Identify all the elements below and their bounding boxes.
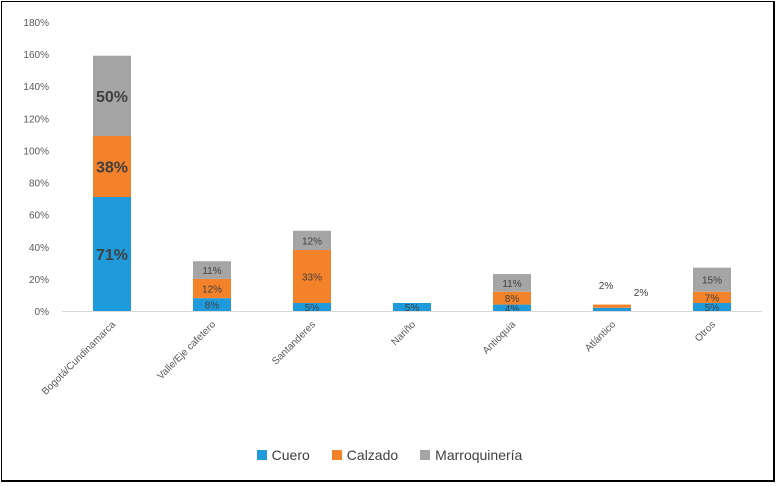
legend-swatch [331, 450, 342, 460]
y-tick-label: 160% [23, 50, 49, 61]
bar-segment [193, 261, 231, 279]
data-label: 12% [202, 285, 222, 296]
data-label: 50% [96, 89, 128, 106]
bar-segment [293, 249, 331, 303]
data-label: 11% [202, 266, 221, 277]
bar-segment [693, 291, 731, 303]
legend-item: Cuero [256, 447, 310, 463]
bar-segment [693, 267, 731, 292]
x-tick-label: Antioquia [481, 319, 519, 357]
data-label: 5% [705, 303, 720, 314]
bar-segment [493, 304, 531, 311]
bar-segment [293, 302, 331, 311]
x-tick-label: Santanderes [270, 319, 318, 367]
bar-segment [593, 304, 631, 308]
data-label: 33% [302, 272, 322, 283]
legend-label: Marroquinería [435, 447, 523, 463]
x-tick-label: Nariño [390, 319, 419, 348]
y-tick-label: 120% [23, 114, 49, 125]
data-label: 2% [634, 288, 649, 299]
data-label: 11% [502, 279, 521, 290]
bars: 71%38%50%8%12%11%5%33%12%5% 4%8%11% 2%5%7%… [93, 55, 731, 315]
y-tick-label: 80% [29, 179, 49, 190]
data-label: 7% [705, 293, 720, 304]
data-label: 2% [599, 281, 614, 292]
bar-segment [493, 291, 531, 305]
y-tick-label: 0% [35, 307, 50, 318]
bar-segment [193, 298, 231, 311]
x-tick-label: Valle/Eje cafetero [155, 319, 218, 382]
legend-item: Marroquinería [420, 447, 522, 463]
x-axis: Bogotá/Cundinamarca Valle/Eje cafetero San… [40, 311, 762, 397]
y-axis: 0% 20% 40% 60% 80% 100% 120% 140% 160% 180% [23, 18, 49, 318]
x-tick-label: Bogotá/Cundinamarca [40, 319, 118, 397]
x-tick-label: Atlántico [583, 319, 618, 354]
legend: Cuero Calzado Marroquinería [0, 447, 779, 463]
data-label: 8% [205, 301, 220, 312]
data-label: 12% [302, 236, 322, 247]
bar-segment [493, 274, 531, 292]
legend-label: Calzado [346, 447, 399, 463]
bar-segment [393, 302, 431, 311]
data-label: 38% [96, 160, 128, 177]
y-tick-label: 180% [23, 18, 49, 29]
legend-item: Calzado [331, 447, 399, 463]
y-tick-label: 40% [29, 243, 49, 254]
y-tick-label: 100% [23, 146, 49, 157]
data-label: 5% [405, 303, 420, 314]
bar-segment [293, 230, 331, 250]
data-label: 15% [702, 276, 722, 287]
bar-segment [693, 302, 731, 311]
y-tick-label: 140% [23, 82, 49, 93]
bar-segment [193, 278, 231, 299]
bar-segment [93, 135, 131, 198]
x-tick-label: Otros [693, 319, 718, 344]
legend-swatch [420, 450, 431, 460]
y-tick-label: 60% [29, 211, 49, 222]
legend-label: Cuero [271, 447, 310, 463]
bar-segment [93, 55, 131, 136]
data-label: 5% [305, 303, 320, 314]
y-tick-label: 20% [29, 275, 49, 286]
data-label: 4% [505, 304, 520, 315]
data-label: 71% [96, 247, 128, 264]
legend-swatch [256, 450, 267, 460]
data-label: 8% [505, 294, 520, 305]
bar-segment [93, 197, 131, 311]
bar-segment [593, 307, 631, 311]
